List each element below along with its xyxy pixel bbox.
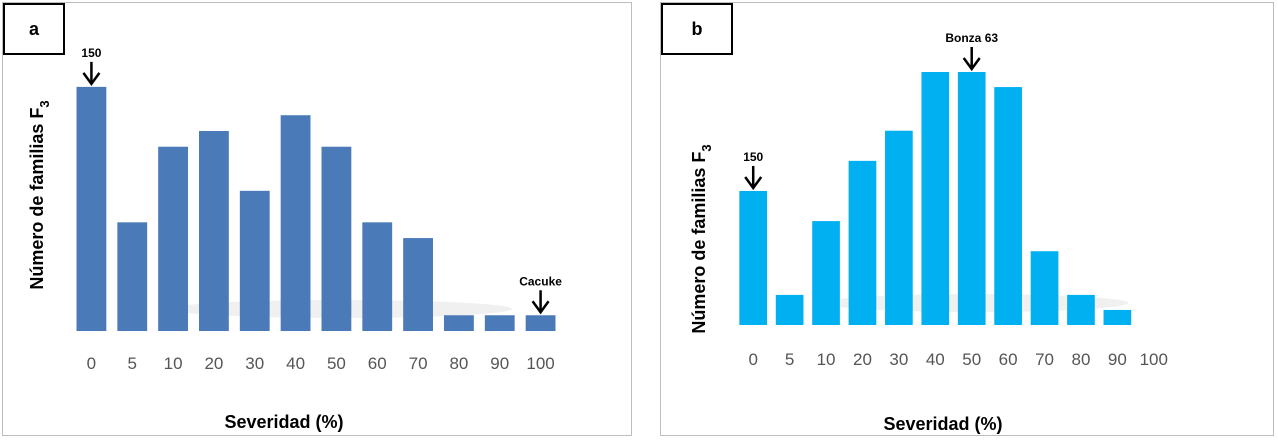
y-axis-title-main: Número de familias F [689, 152, 709, 334]
bar-30 [239, 190, 270, 331]
y-axis-title: Número de familias F3 [27, 100, 52, 289]
x-tick-label: 30 [889, 350, 908, 369]
x-tick-label: 10 [817, 350, 836, 369]
chart-panel-a: a 0 5 10 20 30 40 50 60 70 80 90 100 Severidad (%) Nú… [2, 2, 632, 436]
bar-90 [484, 315, 515, 331]
x-tick-label: 100 [1140, 350, 1168, 369]
bar-80 [1067, 294, 1095, 325]
annotation-arrow-head [962, 57, 981, 72]
bar-30 [885, 130, 913, 325]
x-tick-label: 10 [164, 354, 183, 373]
y-axis-title: Número de familias F3 [689, 144, 714, 333]
annotation-arrow-head [744, 176, 763, 191]
x-tick-label: 40 [926, 350, 945, 369]
annotation-arrow-head [531, 300, 550, 315]
bar-20 [199, 130, 229, 331]
y-axis-title-main: Número de familias F [27, 108, 47, 290]
bar-5 [117, 222, 148, 331]
x-tick-label: 5 [785, 350, 794, 369]
bar-90 [1103, 309, 1132, 325]
y-axis-title-subscript: 3 [37, 100, 52, 107]
panel-label-a: a [3, 3, 65, 55]
bar-70 [1030, 251, 1059, 325]
bar-40 [280, 115, 311, 331]
bar-10 [158, 146, 188, 331]
x-tick-label: 0 [748, 350, 757, 369]
bar-0 [739, 190, 768, 325]
x-tick-label: 50 [962, 350, 981, 369]
x-tick-label: 90 [490, 354, 509, 373]
bar-chart-a: 0 5 10 20 30 40 50 60 70 80 90 100 Severidad (%) Núme… [27, 46, 562, 432]
bar-100 [525, 315, 556, 331]
x-axis-title: Severidad (%) [883, 414, 1002, 434]
bar-5 [775, 294, 804, 325]
x-tick-label: 40 [286, 354, 305, 373]
bar-20 [848, 160, 877, 325]
bar-40 [921, 72, 950, 325]
x-tick-label: 80 [1071, 350, 1090, 369]
annotation-label: 150 [81, 46, 101, 60]
x-tick-label: 20 [853, 350, 872, 369]
bar-0 [76, 86, 107, 331]
bar-10 [812, 221, 840, 325]
bar-50 [957, 72, 986, 325]
x-tick-label: 90 [1108, 350, 1127, 369]
x-tick-label: 80 [449, 354, 468, 373]
x-tick-label: 60 [368, 354, 387, 373]
x-axis-title: Severidad (%) [224, 412, 343, 432]
bar-60 [362, 222, 393, 331]
bar-60 [994, 87, 1022, 325]
bar-50 [321, 146, 352, 331]
bar-80 [444, 315, 474, 331]
annotation-arrow-head [82, 72, 101, 87]
bar-chart-b: 0 5 10 20 30 40 50 60 70 80 90 100 Severidad (%) Núme… [689, 31, 1168, 434]
x-tick-label: 60 [999, 350, 1018, 369]
x-tick-label: 70 [409, 354, 428, 373]
x-tick-label: 50 [327, 354, 346, 373]
x-tick-label: 0 [87, 354, 96, 373]
x-tick-label: 70 [1035, 350, 1054, 369]
x-tick-label: 20 [204, 354, 223, 373]
bar-70 [403, 238, 433, 331]
annotation-label: Cacuke [519, 274, 562, 288]
x-tick-label: 30 [245, 354, 264, 373]
panel-label-b: b [661, 3, 733, 55]
chart-panel-b: b 0 5 10 20 30 40 50 60 70 80 90 100 Severidad (%) Nú… [660, 2, 1274, 436]
x-tick-label: 5 [128, 354, 137, 373]
annotation-label: Bonza 63 [945, 31, 998, 45]
x-tick-label: 100 [526, 354, 554, 373]
annotation-label: 150 [743, 150, 763, 164]
y-axis-title-subscript: 3 [699, 144, 714, 151]
